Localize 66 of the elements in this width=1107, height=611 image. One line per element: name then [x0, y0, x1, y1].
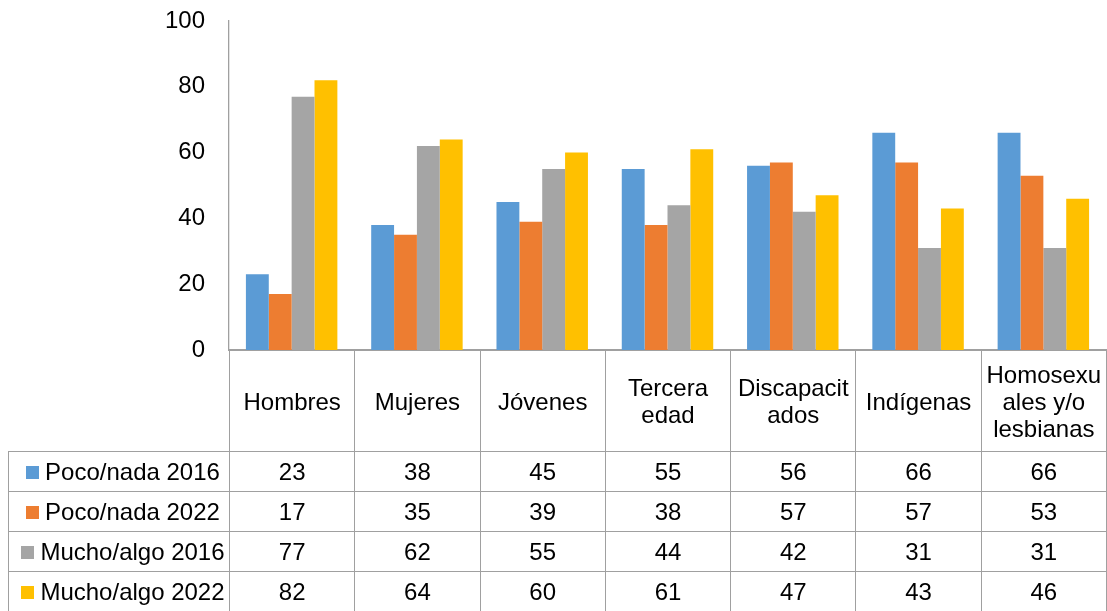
bar	[621, 169, 645, 350]
data-label: 31	[981, 531, 1107, 572]
legend-label: Mucho/algo 2022	[8, 571, 230, 611]
data-label: 57	[730, 491, 856, 532]
data-label: 38	[354, 451, 481, 492]
data-label: 39	[480, 491, 606, 532]
data-label: 66	[855, 451, 982, 492]
y-tick-label: 0	[191, 334, 205, 362]
x-tick-label: Homosexuales y/o lesbianas	[981, 350, 1107, 452]
bar	[872, 132, 896, 350]
bar	[747, 165, 770, 350]
data-label: 82	[229, 571, 355, 611]
y-tick-label: 60	[178, 137, 205, 165]
data-label: 45	[480, 451, 606, 492]
bar	[644, 224, 668, 350]
data-label: 23	[229, 451, 355, 492]
bar	[394, 234, 417, 350]
data-label: 47	[730, 571, 856, 611]
x-tick-label: Discapacitados	[730, 350, 856, 452]
data-label: 77	[229, 531, 355, 572]
data-label: 55	[480, 531, 606, 572]
data-label: 57	[855, 491, 982, 532]
bar	[769, 162, 793, 350]
x-tick-label: Mujeres	[354, 350, 481, 452]
data-label: 60	[480, 571, 606, 611]
data-label: 31	[855, 531, 982, 572]
bar	[439, 139, 463, 350]
data-label: 62	[354, 531, 481, 572]
bar	[1066, 198, 1090, 350]
x-tick-label: Tercera edad	[605, 350, 731, 452]
data-label: 46	[981, 571, 1107, 611]
data-label: 66	[981, 451, 1107, 492]
legend-label: Poco/nada 2016	[8, 451, 230, 492]
data-label: 43	[855, 571, 982, 611]
y-tick-label: 100	[164, 5, 205, 33]
bar	[895, 162, 919, 350]
bar	[690, 149, 714, 350]
bar	[245, 274, 269, 350]
legend-label: Poco/nada 2022	[8, 491, 230, 532]
x-tick-label: Hombres	[229, 350, 355, 452]
bar	[1020, 175, 1044, 350]
bar	[371, 224, 395, 350]
data-label: 64	[354, 571, 481, 611]
bar	[496, 201, 520, 350]
bar	[519, 221, 543, 350]
x-tick-label: Indígenas	[855, 350, 982, 452]
data-label: 53	[981, 491, 1107, 532]
data-label: 38	[605, 491, 731, 532]
legend-label: Mucho/algo 2016	[8, 531, 230, 572]
y-tick-label: 40	[178, 203, 205, 231]
data-label: 56	[730, 451, 856, 492]
data-label: 17	[229, 491, 355, 532]
bar	[815, 195, 839, 350]
data-label: 35	[354, 491, 481, 532]
bar	[997, 132, 1021, 350]
data-label: 42	[730, 531, 856, 572]
bar	[940, 208, 964, 350]
data-label: 55	[605, 451, 731, 492]
bar	[314, 80, 338, 350]
x-tick-label: Jóvenes	[480, 350, 606, 452]
bar	[565, 152, 588, 350]
data-label: 44	[605, 531, 731, 572]
bar	[268, 294, 292, 350]
y-tick-label: 80	[178, 71, 205, 99]
data-label: 61	[605, 571, 731, 611]
y-tick-label: 20	[178, 268, 205, 296]
